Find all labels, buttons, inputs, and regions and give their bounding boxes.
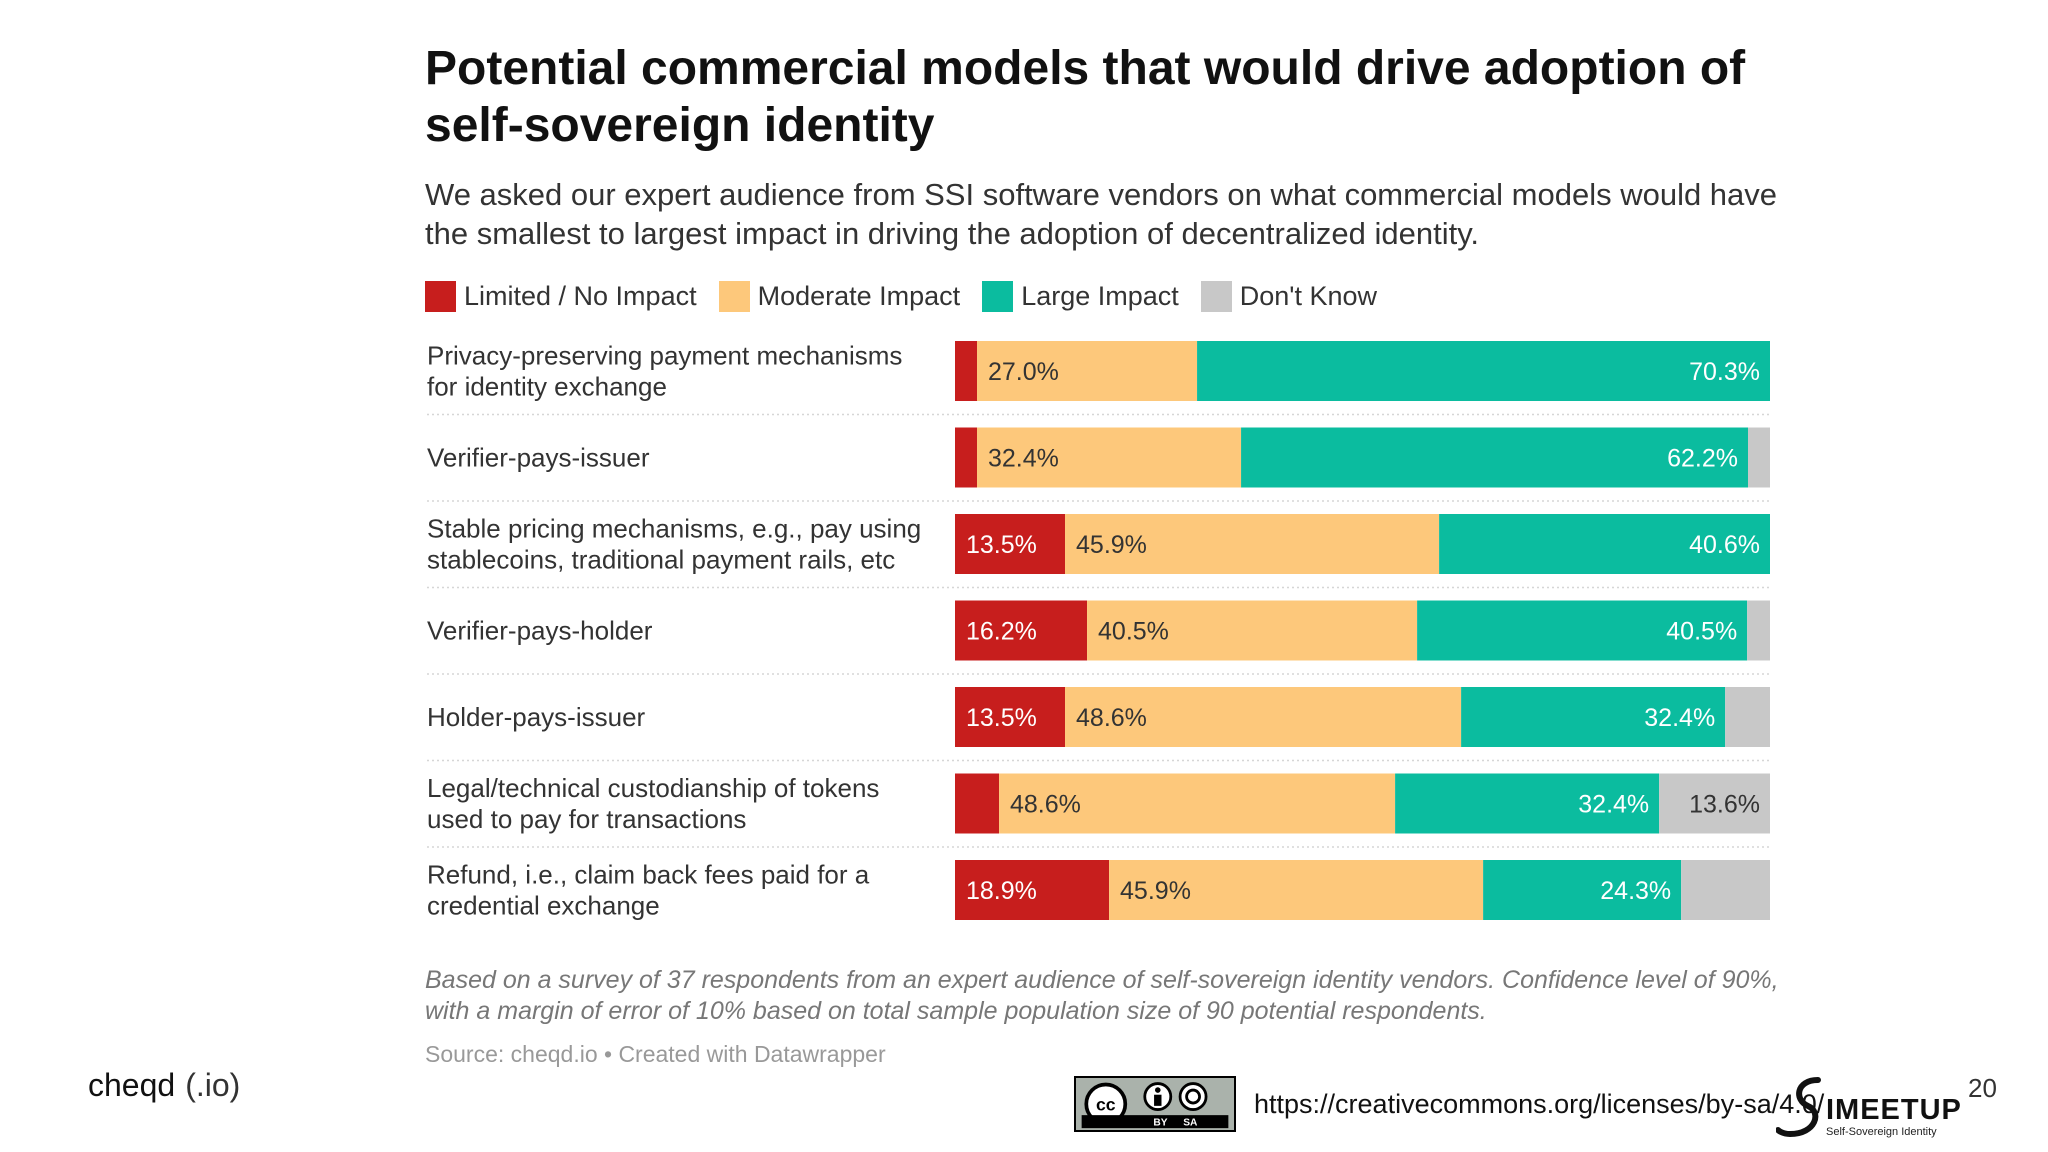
data-label: 40.5% <box>1098 618 1169 646</box>
brand-suffix: (.io) <box>185 1067 241 1103</box>
bar-segment <box>955 427 978 488</box>
chart-source: Source: cheqd.io • Created with Datawrap… <box>425 1041 886 1067</box>
bar-segment <box>1439 514 1770 574</box>
bar-segment <box>977 341 1198 401</box>
bar-segment <box>955 860 1110 920</box>
legend-swatch-dont-know <box>1200 280 1232 312</box>
bar-segment <box>1065 514 1440 574</box>
legend-label-dont-know: Don't Know <box>1239 280 1378 311</box>
brand-logo: cheqd (.io) <box>88 1067 240 1104</box>
legend-item-moderate: Moderate Impact <box>718 280 961 312</box>
data-label: 24.3% <box>1600 877 1671 905</box>
bar-segment <box>999 773 1396 834</box>
data-label: 70.3% <box>1689 358 1760 386</box>
data-label: 40.5% <box>1666 618 1737 646</box>
data-label: 16.2% <box>966 618 1037 646</box>
bar-segment <box>955 341 978 401</box>
category-label: Privacy-preserving payment mechanisms <box>427 341 902 371</box>
chart-subtitle: We asked our expert audience from SSI so… <box>425 177 1778 251</box>
data-label: 13.5% <box>966 531 1037 559</box>
category-label: Legal/technical custodianship of tokens <box>427 773 879 803</box>
chart-title: Potential commercial models that would d… <box>425 42 1746 152</box>
category-label: for identity exchange <box>427 372 667 402</box>
category-label: credential exchange <box>427 891 660 921</box>
bar-segment <box>1395 773 1660 834</box>
category-label: stablecoins, traditional payment rails, … <box>427 545 895 575</box>
bar-segment <box>1659 773 1770 834</box>
data-label: 32.4% <box>1578 791 1649 819</box>
chart-note: Based on a survey of 37 respondents from… <box>425 966 1779 1025</box>
bar-segment <box>1109 860 1484 920</box>
data-label: 18.9% <box>966 877 1037 905</box>
brand-name: cheqd <box>88 1067 176 1103</box>
legend-swatch-large <box>982 280 1014 312</box>
data-label: 13.6% <box>1689 791 1760 819</box>
legend-swatch-limited <box>425 280 456 312</box>
category-label: Verifier-pays-issuer <box>427 443 650 473</box>
stacked-bar-chart: Privacy-preserving payment mechanismsfor… <box>427 341 1770 921</box>
bar-segment <box>1417 600 1748 661</box>
chart-legend: Limited / No Impact Moderate Impact Larg… <box>425 280 1399 312</box>
category-label: Holder-pays-issuer <box>427 702 646 732</box>
bar-segment <box>1087 600 1418 661</box>
data-label: 40.6% <box>1689 531 1760 559</box>
legend-label-limited: Limited / No Impact <box>464 280 697 311</box>
cc-badge-label: BY SA <box>1153 1117 1198 1128</box>
bar-segment <box>955 600 1088 661</box>
data-label: 62.2% <box>1667 445 1738 473</box>
bar-segment <box>1065 687 1462 747</box>
category-label: Refund, i.e., claim back fees paid for a <box>427 860 870 890</box>
legend-item-large: Large Impact <box>982 280 1179 312</box>
data-label: 48.6% <box>1076 704 1147 732</box>
bar-segment <box>1747 600 1770 661</box>
bar-segment <box>1725 687 1770 747</box>
data-label: 27.0% <box>988 358 1059 386</box>
legend-label-moderate: Moderate Impact <box>757 280 961 311</box>
bar-segment <box>1483 860 1682 920</box>
meetup-logo-subtitle: Self-Sovereign Identity <box>1826 1126 1937 1138</box>
bar-segment <box>955 773 1000 834</box>
bar-segment <box>955 514 1066 574</box>
category-label: Stable pricing mechanisms, e.g., pay usi… <box>427 514 921 544</box>
bar-segment <box>1747 427 1770 488</box>
data-label: 13.5% <box>966 704 1037 732</box>
svg-text:cc: cc <box>1096 1095 1116 1115</box>
data-label: 45.9% <box>1076 531 1147 559</box>
data-label: 45.9% <box>1120 877 1191 905</box>
cc-by-sa-badge: cc BY SA <box>1074 1076 1236 1132</box>
bar-segment <box>977 427 1242 488</box>
meetup-logo-icon <box>1776 1077 1821 1138</box>
category-label: Verifier-pays-holder <box>427 616 653 646</box>
legend-item-dont-know: Don't Know <box>1200 280 1378 312</box>
bar-segment <box>1197 341 1770 401</box>
bar-segment <box>1461 687 1726 747</box>
category-label: used to pay for transactions <box>427 804 746 834</box>
page-number: 20 <box>1968 1073 1997 1103</box>
data-label: 48.6% <box>1010 791 1081 819</box>
meetup-logo-text: IMEETUP <box>1826 1094 1962 1126</box>
data-label: 32.4% <box>1644 704 1715 732</box>
legend-swatch-moderate <box>718 280 750 312</box>
bar-segment <box>1241 427 1748 488</box>
data-label: 32.4% <box>988 445 1059 473</box>
share-alike-icon <box>1178 1082 1208 1111</box>
legend-item-limited: Limited / No Impact <box>425 280 697 312</box>
legend-label-large: Large Impact <box>1021 280 1179 311</box>
bar-segment <box>955 687 1066 747</box>
bar-segment <box>1681 860 1770 920</box>
license-link[interactable]: https://creativecommons.org/licenses/by-… <box>1254 1089 1825 1119</box>
